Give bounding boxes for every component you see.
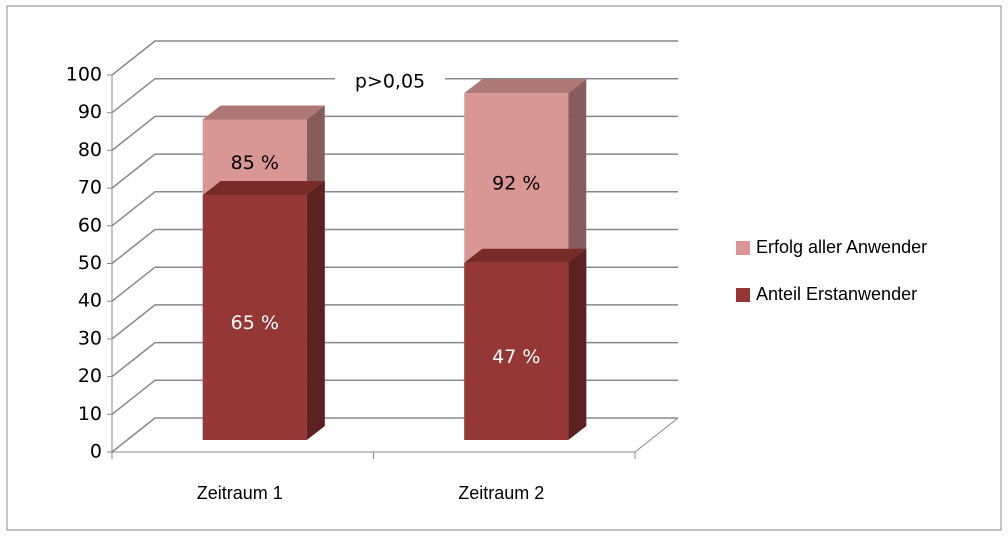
legend-label: Anteil Erstanwender [756,284,917,304]
bar-top [202,105,325,120]
y-tick-label: 10 [78,403,102,425]
value-label: 92 % [492,172,540,194]
y-tick-label: 50 [78,252,102,274]
bar-top [464,248,587,263]
annotation-bg [335,68,445,96]
bar-front [464,262,569,440]
bar [464,248,587,440]
grid-line [111,77,678,114]
y-tick-label: 0 [90,441,102,463]
bar-front [202,194,307,440]
y-tick-label: 100 [66,64,102,86]
grid-line [111,40,678,76]
bar [202,180,325,440]
y-tick-label: 40 [78,290,102,312]
legend-swatch [736,241,750,255]
annotation: p>0,05 [355,71,425,93]
bar-top [202,180,325,195]
y-tick-label: 80 [78,139,102,161]
value-label: 85 % [231,152,279,174]
x-tick-label: Zeitraum 1 [197,483,283,503]
y-tick-label: 60 [78,214,102,236]
x-tick-label: Zeitraum 2 [458,483,544,503]
bar-side [568,248,587,440]
bar-side [306,180,325,440]
value-label: 65 % [231,312,279,334]
y-tick-label: 90 [78,101,102,123]
legend-label: Erfolg aller Anwender [756,237,927,257]
bar-top [464,79,587,94]
value-label: 47 % [492,346,540,368]
y-tick-label: 30 [78,327,102,349]
legend-swatch [736,288,750,302]
y-tick-label: 20 [78,365,102,387]
y-tick-label: 70 [78,177,102,199]
